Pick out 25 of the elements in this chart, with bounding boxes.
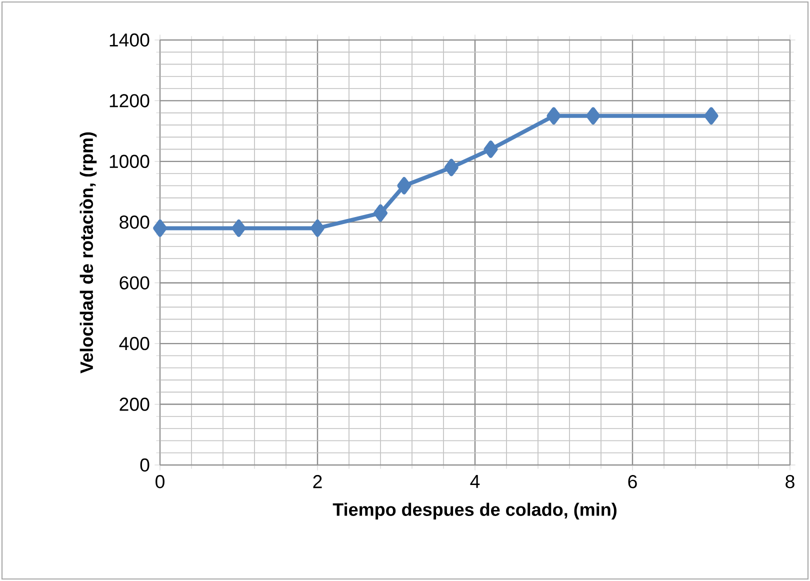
point [586,107,600,125]
x-tick-label: 6 [628,475,637,488]
x-tick-label: 8 [786,475,794,488]
y-tick-label: 200 [120,398,150,411]
point [374,204,388,222]
x-tick-label: 4 [470,475,480,488]
point [546,107,561,125]
y-tick-label: 1200 [110,94,150,108]
point [444,158,458,176]
y-tick-label: 1000 [110,154,150,168]
point [397,177,412,194]
y-tick-label: 800 [120,216,150,229]
point [153,220,168,237]
y-tick-label: 400 [119,336,150,350]
y-tick-label: 1400 [110,33,150,47]
y-tick-label: 600 [120,276,150,290]
point [232,220,246,237]
point [310,220,325,237]
x-tick-label: 0 [156,475,164,488]
y-axis-title: Velocidad de rotaciòn, (rpm) [80,132,97,374]
x-axis-title: Tiempo despues de colado, (min) [332,502,616,520]
point [704,107,718,125]
x-tick-label: 2 [313,475,322,488]
y-tick-label: 0 [140,458,150,472]
point [484,140,498,158]
